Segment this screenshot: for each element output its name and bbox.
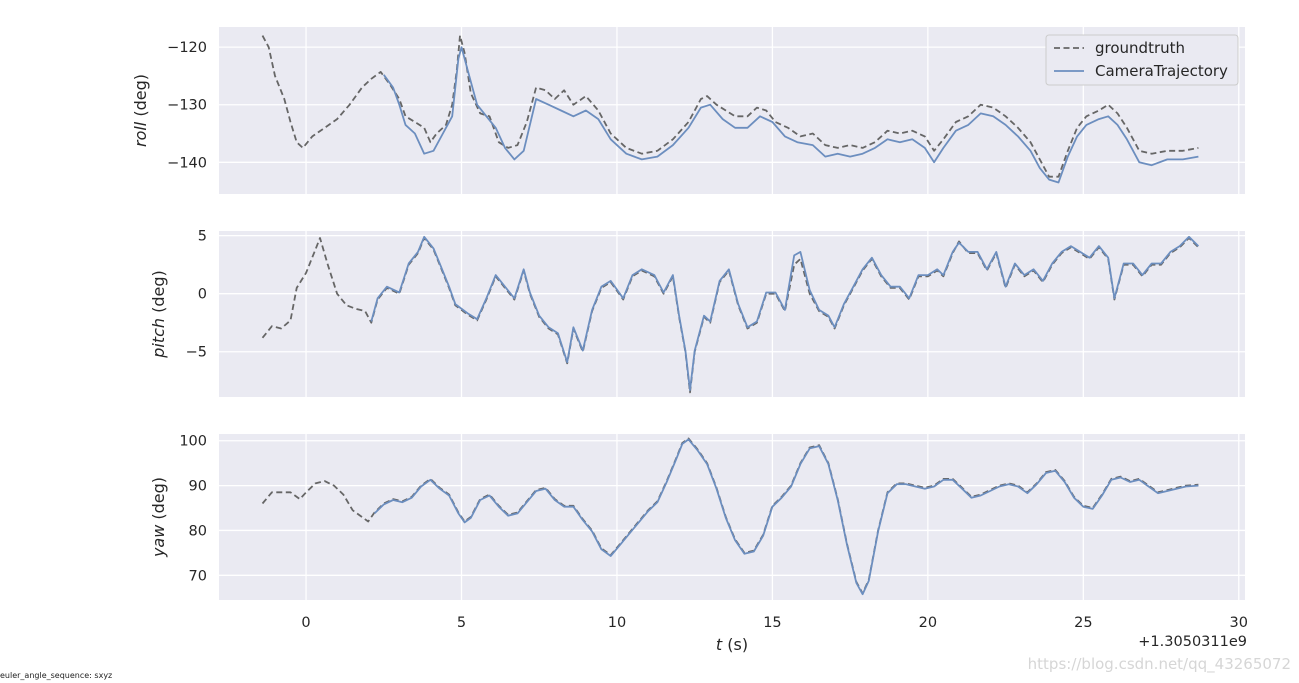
roll-ytick-label: −130 xyxy=(167,98,207,114)
pitch-plot-area xyxy=(219,231,1245,397)
x-tick-label: 25 xyxy=(1074,615,1092,631)
roll-groundtruth-line xyxy=(261,34,1199,178)
yaw-ytick-label: 100 xyxy=(179,434,207,450)
euler-angle-sequence-note: euler_angle_sequence: sxyz xyxy=(0,671,113,680)
pitch-ytick-label: 5 xyxy=(198,229,207,245)
legend-label-cameratrajectory: CameraTrajectory xyxy=(1095,62,1228,80)
yaw-axis-label: yaw (deg) xyxy=(149,477,168,558)
x-tick-label: 20 xyxy=(919,615,937,631)
legend-label-groundtruth: groundtruth xyxy=(1095,39,1185,57)
yaw-panel: 70 80 90 100 yaw (deg) xyxy=(149,434,1245,600)
x-tick-label: 30 xyxy=(1230,615,1248,631)
roll-cameratrajectory-line xyxy=(383,46,1199,184)
yaw-plot-area xyxy=(219,434,1245,600)
x-tick-label: 10 xyxy=(608,615,626,631)
legend: groundtruth CameraTrajectory xyxy=(1045,34,1239,86)
x-tick-label: 0 xyxy=(301,615,310,631)
yaw-ytick-label: 90 xyxy=(189,479,207,495)
pitch-axis-label: pitch (deg) xyxy=(149,270,168,359)
yaw-cameratrajectory-line xyxy=(373,438,1199,596)
pitch-ytick-label: −5 xyxy=(186,345,207,361)
legend-box xyxy=(1045,34,1239,86)
x-axis-label: t (s) xyxy=(716,635,748,654)
pitch-panel: −5 0 5 pitch (deg) xyxy=(149,229,1245,397)
watermark: https://blog.csdn.net/qq_43265072 xyxy=(1027,655,1291,673)
x-tick-label: 15 xyxy=(763,615,781,631)
pitch-ytick-label: 0 xyxy=(198,287,207,303)
yaw-ytick-label: 80 xyxy=(189,523,207,539)
roll-axis-label: roll (deg) xyxy=(131,74,150,147)
pitch-cameratrajectory-line xyxy=(370,235,1200,391)
roll-ytick-label: −140 xyxy=(167,155,207,171)
roll-ytick-label: −120 xyxy=(167,40,207,56)
x-offset-label: +1.3050311e9 xyxy=(1138,634,1247,650)
yaw-ytick-label: 70 xyxy=(189,568,207,584)
x-tick-label: 5 xyxy=(457,615,466,631)
